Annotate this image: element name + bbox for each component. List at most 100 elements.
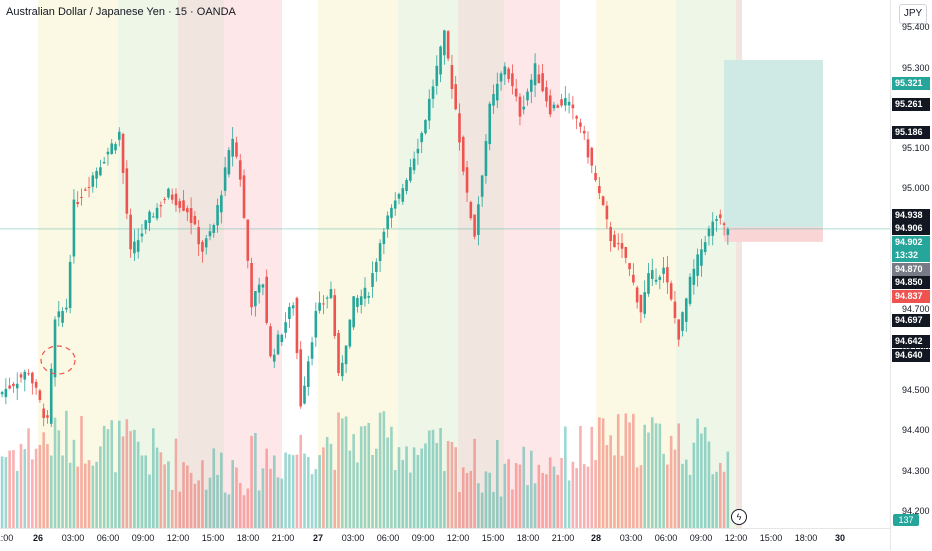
candle[interactable]	[322, 303, 325, 305]
candle[interactable]	[333, 295, 337, 336]
stop-zone[interactable]	[724, 227, 823, 242]
candle[interactable]	[461, 136, 465, 172]
candle[interactable]	[703, 242, 707, 252]
candle[interactable]	[265, 276, 268, 323]
lightning-icon[interactable]: ϟ	[731, 509, 747, 525]
candle[interactable]	[579, 122, 582, 127]
candle[interactable]	[223, 167, 227, 191]
candle[interactable]	[499, 73, 503, 82]
candle[interactable]	[613, 234, 616, 248]
candle[interactable]	[341, 362, 344, 377]
candle[interactable]	[662, 267, 665, 274]
candle[interactable]	[582, 130, 586, 134]
candle[interactable]	[688, 276, 692, 304]
currency-selector[interactable]: JPY	[899, 4, 927, 24]
candle[interactable]	[155, 207, 159, 219]
candle[interactable]	[235, 142, 238, 157]
candle[interactable]	[276, 334, 280, 355]
candle[interactable]	[647, 273, 650, 294]
candle[interactable]	[250, 262, 253, 308]
candle[interactable]	[598, 186, 601, 194]
candle[interactable]	[503, 66, 507, 75]
candle[interactable]	[246, 219, 250, 261]
candle[interactable]	[412, 158, 416, 171]
candle[interactable]	[530, 79, 533, 92]
candle[interactable]	[541, 73, 544, 92]
candle[interactable]	[91, 175, 95, 187]
candle[interactable]	[352, 296, 355, 328]
candle[interactable]	[261, 284, 265, 288]
candle[interactable]	[38, 390, 42, 400]
candle[interactable]	[371, 273, 374, 287]
candle[interactable]	[65, 307, 68, 310]
candle[interactable]	[405, 180, 408, 191]
candle[interactable]	[318, 302, 321, 311]
candle[interactable]	[110, 143, 114, 154]
candle[interactable]	[616, 243, 620, 245]
candle[interactable]	[34, 381, 38, 388]
candle[interactable]	[450, 65, 454, 90]
candle[interactable]	[257, 284, 261, 293]
candle[interactable]	[31, 372, 34, 384]
candlestick-chart[interactable]	[0, 0, 890, 528]
candle[interactable]	[140, 233, 144, 237]
candle[interactable]	[280, 334, 284, 342]
candle[interactable]	[605, 205, 609, 220]
candle[interactable]	[692, 268, 696, 285]
candle[interactable]	[431, 86, 435, 99]
candle[interactable]	[484, 141, 488, 176]
candle[interactable]	[571, 104, 575, 109]
candle[interactable]	[495, 83, 499, 101]
candle[interactable]	[726, 229, 730, 235]
candle[interactable]	[715, 219, 718, 221]
candle[interactable]	[231, 138, 234, 157]
candle[interactable]	[639, 294, 643, 313]
candle[interactable]	[106, 151, 110, 155]
candle[interactable]	[439, 46, 442, 75]
candle[interactable]	[46, 415, 49, 418]
candle[interactable]	[586, 139, 590, 158]
candle[interactable]	[601, 196, 605, 206]
candle[interactable]	[522, 106, 526, 110]
candle[interactable]	[23, 371, 27, 380]
candle[interactable]	[272, 354, 276, 362]
candle[interactable]	[174, 193, 178, 206]
candle[interactable]	[458, 113, 461, 143]
candle[interactable]	[390, 207, 393, 218]
candle[interactable]	[435, 65, 439, 86]
candle[interactable]	[424, 119, 427, 134]
candle[interactable]	[189, 208, 193, 223]
candle[interactable]	[624, 247, 628, 258]
candle[interactable]	[170, 194, 174, 200]
candle[interactable]	[53, 319, 57, 378]
candle[interactable]	[99, 167, 102, 176]
candle[interactable]	[658, 276, 662, 280]
candle[interactable]	[609, 227, 612, 242]
candle[interactable]	[310, 342, 314, 359]
candle[interactable]	[216, 205, 219, 226]
candle[interactable]	[397, 194, 401, 199]
candle[interactable]	[163, 199, 166, 201]
candle[interactable]	[87, 186, 91, 188]
candle[interactable]	[348, 319, 352, 347]
candle[interactable]	[427, 98, 431, 121]
candle[interactable]	[514, 88, 518, 97]
candle[interactable]	[545, 87, 548, 102]
candle[interactable]	[182, 200, 185, 211]
chart-area[interactable]	[0, 0, 890, 528]
candle[interactable]	[178, 201, 182, 208]
candle[interactable]	[227, 150, 231, 175]
candle[interactable]	[722, 223, 726, 225]
candle[interactable]	[306, 361, 310, 387]
candle[interactable]	[628, 263, 631, 270]
candle[interactable]	[650, 270, 654, 279]
candle[interactable]	[288, 306, 291, 320]
candle[interactable]	[446, 31, 450, 59]
candle[interactable]	[121, 133, 125, 173]
candle[interactable]	[382, 231, 386, 245]
candle[interactable]	[696, 254, 699, 276]
candle[interactable]	[620, 243, 624, 249]
candle[interactable]	[136, 240, 140, 252]
candle[interactable]	[492, 94, 495, 106]
candle[interactable]	[129, 214, 132, 250]
